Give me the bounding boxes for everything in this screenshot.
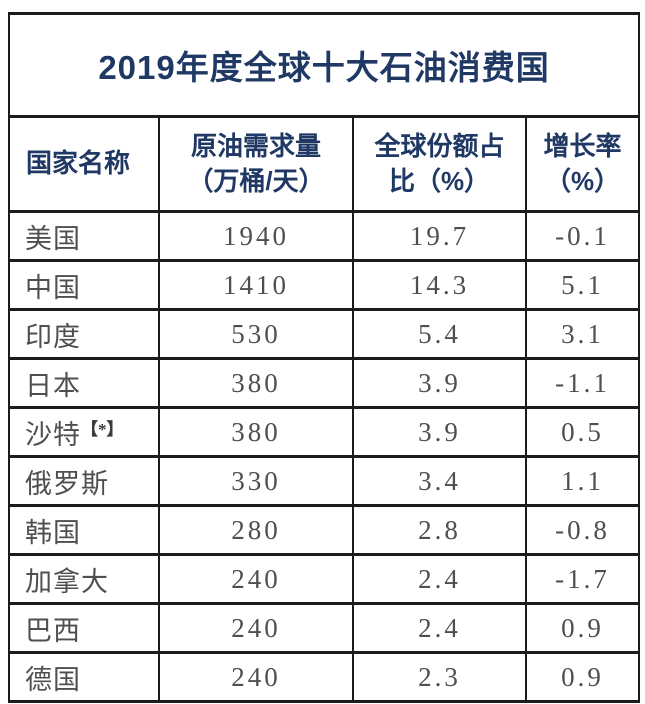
- cell-demand: 330: [158, 455, 354, 507]
- cell-demand: 280: [158, 504, 354, 556]
- header-growth: 增长率 （%）: [524, 115, 641, 213]
- cell-share: 2.4: [352, 553, 527, 605]
- cell-growth: 1.1: [524, 455, 641, 507]
- cell-demand: 240: [158, 651, 354, 703]
- cell-demand: 380: [158, 357, 354, 409]
- cell-country: 俄罗斯: [8, 455, 160, 507]
- header-demand-line2: （万桶/天）: [187, 166, 325, 196]
- table-row-canada: 加拿大 240 2.4 -1.7: [8, 553, 641, 605]
- cell-country: 德国: [8, 651, 160, 703]
- header-demand-line1: 原油需求量: [190, 130, 321, 161]
- country-label: 加拿大: [25, 566, 109, 597]
- cell-share: 19.7: [352, 210, 527, 262]
- cell-share: 3.9: [352, 357, 527, 409]
- header-share: 全球份额占 比（%）: [352, 115, 527, 213]
- table-row-brazil: 巴西 240 2.4 0.9: [8, 602, 641, 654]
- header-growth-line1: 增长率: [543, 130, 622, 161]
- cell-growth: 5.1: [524, 259, 641, 311]
- cell-country: 沙特【*】: [8, 406, 160, 458]
- cell-share: 3.9: [352, 406, 527, 458]
- table-row-india: 印度 530 5.4 3.1: [8, 308, 641, 360]
- cell-share: 2.4: [352, 602, 527, 654]
- cell-growth: -1.7: [524, 553, 641, 605]
- cell-growth: 0.5: [524, 406, 641, 458]
- cell-growth: -0.8: [524, 504, 641, 556]
- table-row-japan: 日本 380 3.9 -1.1: [8, 357, 641, 409]
- header-share-line2: 比（%）: [388, 166, 491, 196]
- country-label: 沙特: [25, 419, 81, 450]
- table-row-saudi: 沙特【*】 380 3.9 0.5: [8, 406, 641, 458]
- header-growth-line2: （%）: [544, 166, 621, 196]
- country-label: 韩国: [25, 517, 81, 548]
- cell-share: 2.3: [352, 651, 527, 703]
- country-label: 中国: [25, 272, 81, 303]
- oil-consumers-table: 2019年度全球十大石油消费国 国家名称 原油需求量 （万桶/天） 全球份额占 …: [7, 12, 641, 703]
- table-row-germany: 德国 240 2.3 0.9: [8, 651, 641, 703]
- country-label: 俄罗斯: [25, 468, 109, 499]
- cell-growth: 0.9: [524, 602, 641, 654]
- country-label: 美国: [25, 223, 81, 254]
- cell-country: 巴西: [8, 602, 160, 654]
- country-label: 德国: [25, 664, 81, 695]
- country-label: 日本: [25, 370, 81, 401]
- cell-demand: 530: [158, 308, 354, 360]
- cell-share: 3.4: [352, 455, 527, 507]
- header-share-line1: 全球份额占: [374, 130, 505, 161]
- page-title: 2019年度全球十大石油消费国: [7, 12, 641, 118]
- header-country-label: 国家名称: [26, 148, 131, 179]
- cell-country: 中国: [8, 259, 160, 311]
- cell-demand: 1410: [158, 259, 354, 311]
- cell-demand: 240: [158, 553, 354, 605]
- table-row-usa: 美国 1940 19.7 -0.1: [8, 210, 641, 262]
- cell-growth: 0.9: [524, 651, 641, 703]
- cell-share: 14.3: [352, 259, 527, 311]
- cell-country: 美国: [8, 210, 160, 262]
- cell-demand: 1940: [158, 210, 354, 262]
- cell-demand: 240: [158, 602, 354, 654]
- cell-growth: -0.1: [524, 210, 641, 262]
- cell-share: 2.8: [352, 504, 527, 556]
- cell-country: 印度: [8, 308, 160, 360]
- country-label: 巴西: [25, 615, 81, 646]
- cell-country: 加拿大: [8, 553, 160, 605]
- title-row: 2019年度全球十大石油消费国: [7, 12, 641, 118]
- cell-country: 韩国: [8, 504, 160, 556]
- country-label: 印度: [25, 321, 81, 352]
- cell-growth: -1.1: [524, 357, 641, 409]
- cell-demand: 380: [158, 406, 354, 458]
- cell-growth: 3.1: [524, 308, 641, 360]
- cell-share: 5.4: [352, 308, 527, 360]
- footnote-marker: 【*】: [81, 419, 124, 439]
- table-row-china: 中国 1410 14.3 5.1: [8, 259, 641, 311]
- table-row-korea: 韩国 280 2.8 -0.8: [8, 504, 641, 556]
- table-header-row: 国家名称 原油需求量 （万桶/天） 全球份额占 比（%） 增长率 （%）: [8, 115, 641, 213]
- table-row-russia: 俄罗斯 330 3.4 1.1: [8, 455, 641, 507]
- header-demand: 原油需求量 （万桶/天）: [158, 115, 354, 213]
- header-country: 国家名称: [8, 115, 160, 213]
- cell-country: 日本: [8, 357, 160, 409]
